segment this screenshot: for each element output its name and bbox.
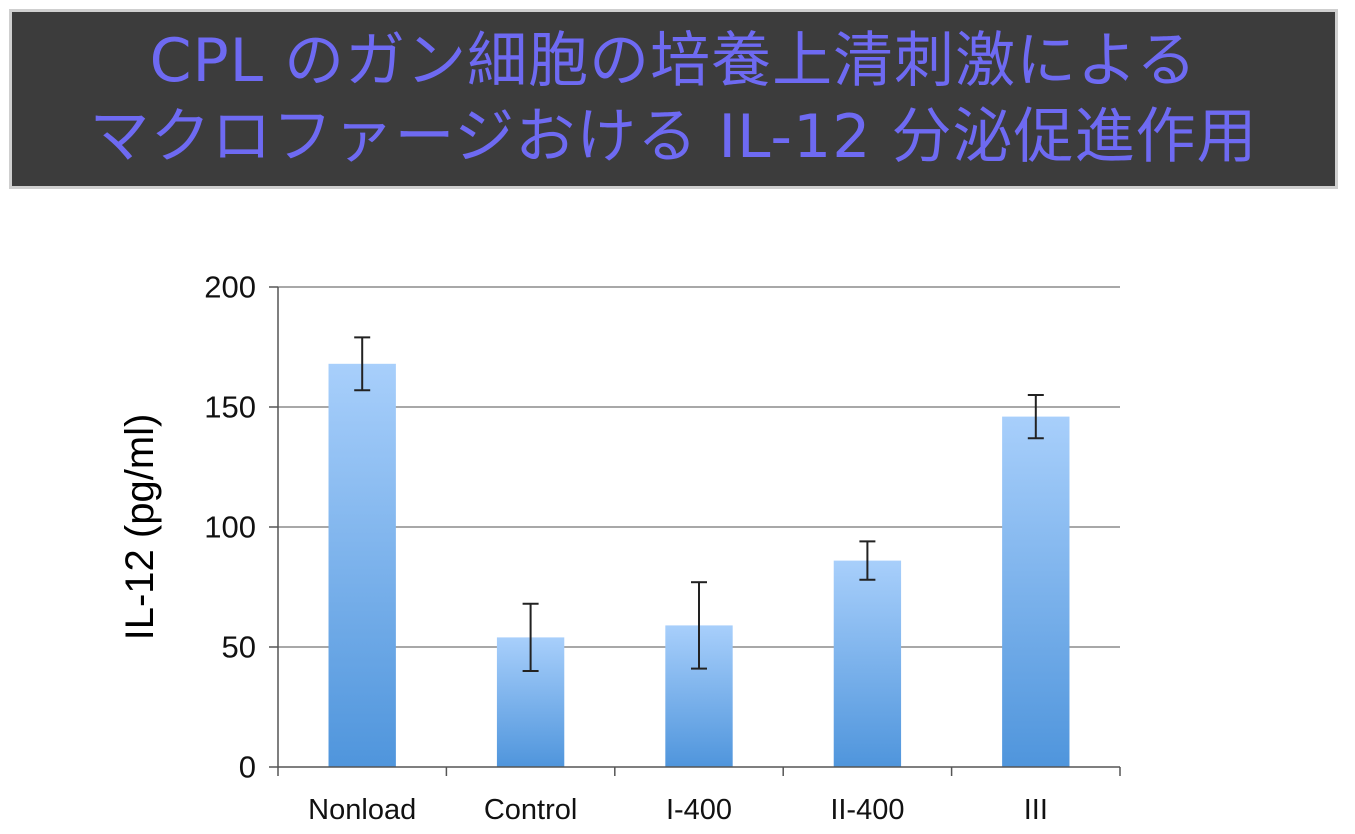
y-tick-label: 0 — [239, 750, 256, 785]
x-category-label: II-400 — [830, 794, 904, 826]
x-category-label: III — [1024, 794, 1048, 826]
y-axis-title: IL-12 (pg/ml) — [118, 414, 162, 641]
y-tick-label: 50 — [222, 630, 256, 665]
error-bar-iii — [1027, 394, 1044, 440]
y-tick-label: 150 — [204, 390, 256, 425]
labels: 0 50 100 150 200 Nonload Control I-400 II-400 III — [204, 270, 1048, 827]
x-category-label: I-400 — [666, 794, 732, 826]
bar-nonload — [328, 363, 396, 767]
y-tick-label: 100 — [204, 510, 256, 545]
error-bars — [354, 336, 1044, 672]
axes — [269, 286, 1121, 776]
error-bar-ii-400 — [859, 540, 876, 581]
bar-ii-400 — [833, 560, 902, 767]
bar-iii — [1002, 416, 1070, 767]
x-category-label: Nonload — [308, 794, 416, 826]
chart-title-line-2: マクロファージおける IL-12 分泌促進作用 — [89, 102, 1258, 172]
chart-title-line-1: CPL のガン細胞の培養上清刺激による — [149, 26, 1198, 96]
error-bar-nonload — [354, 336, 371, 392]
gridlines — [278, 286, 1120, 648]
x-category-label: Control — [484, 794, 578, 826]
bars — [328, 363, 1070, 767]
error-bar-i-400 — [691, 581, 707, 670]
title-banner: CPL のガン細胞の培養上清刺激による マクロファージおける IL-12 分泌促… — [9, 9, 1338, 189]
y-tick-label: 200 — [204, 270, 256, 305]
error-bar-control — [522, 602, 539, 672]
